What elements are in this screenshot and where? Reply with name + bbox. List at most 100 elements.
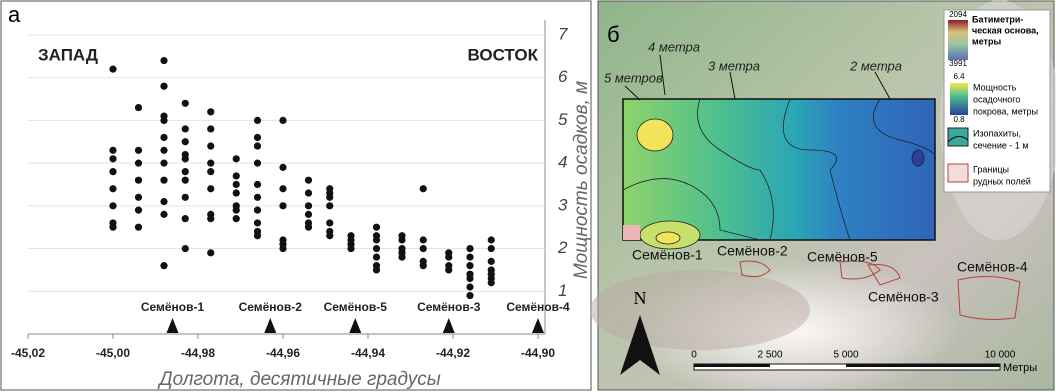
- marker-label: Семёнов-2: [239, 300, 303, 314]
- data-point: [254, 142, 261, 149]
- data-point: [279, 202, 286, 209]
- data-point: [109, 155, 116, 162]
- x-axis-title: Долгота, десятичные градусы: [157, 369, 441, 390]
- data-point: [109, 66, 116, 73]
- marker-label: Семёнов-3: [417, 300, 481, 314]
- legend-text: Границы: [973, 164, 1009, 174]
- marker-label: Семёнов-4: [506, 300, 570, 314]
- y-tick-label: 1: [558, 281, 567, 300]
- data-point: [466, 254, 473, 261]
- data-point: [373, 254, 380, 261]
- data-point: [373, 266, 380, 273]
- data-point: [207, 160, 214, 167]
- legend-value: 2094: [949, 10, 967, 19]
- data-point: [182, 138, 189, 145]
- thickness-grid: [623, 99, 935, 240]
- data-point: [466, 283, 473, 290]
- marker-label: Семёнов-5: [324, 300, 388, 314]
- data-point: [347, 245, 354, 252]
- data-point: [109, 168, 116, 175]
- field-label: Семёнов-5: [807, 249, 878, 265]
- data-point: [420, 185, 427, 192]
- north-label: N: [634, 288, 647, 308]
- legend-swatch: [948, 164, 968, 182]
- scale-tick: 0: [691, 350, 697, 361]
- data-point: [373, 224, 380, 231]
- data-point: [207, 108, 214, 115]
- panel-label: а: [8, 2, 21, 27]
- isopach-label: 3 метра: [708, 58, 760, 73]
- legend-text: Мощность: [973, 82, 1017, 92]
- data-point: [160, 134, 167, 141]
- legend-value: 0.8: [953, 115, 965, 124]
- data-point: [160, 211, 167, 218]
- data-point: [305, 202, 312, 209]
- data-point: [305, 211, 312, 218]
- data-point: [135, 104, 142, 111]
- data-point: [488, 236, 495, 243]
- data-point: [373, 236, 380, 243]
- data-point: [160, 147, 167, 154]
- isopach: [637, 119, 673, 151]
- data-point: [420, 245, 427, 252]
- data-point: [279, 245, 286, 252]
- x-tick-label: -45,02: [11, 346, 45, 360]
- data-point: [109, 147, 116, 154]
- isopach-label: 2 метра: [849, 58, 902, 73]
- legend-text: метры: [972, 36, 1001, 46]
- scale-bar: [846, 364, 1000, 367]
- data-point: [207, 142, 214, 149]
- data-point: [233, 189, 240, 196]
- data-point: [254, 194, 261, 201]
- field-label: Семёнов-4: [957, 259, 1028, 275]
- map-panel: б 4 метра 3 метра 2 метра 5 метров Семён…: [590, 0, 1056, 392]
- data-point: [373, 245, 380, 252]
- marker-label: Семёнов-1: [141, 300, 205, 314]
- scale-tick: 10 000: [985, 350, 1016, 361]
- data-point: [466, 275, 473, 282]
- field-label: Семёнов-1: [632, 247, 703, 263]
- data-point: [182, 155, 189, 162]
- scale-tick: 2 500: [757, 350, 782, 361]
- data-point: [326, 194, 333, 201]
- x-tick-label: -45,00: [96, 346, 130, 360]
- data-point: [233, 207, 240, 214]
- isopach: [656, 232, 680, 244]
- data-point: [233, 172, 240, 179]
- data-point: [207, 249, 214, 256]
- data-point: [160, 117, 167, 124]
- data-point: [182, 177, 189, 184]
- legend-text: покрова, метры: [973, 106, 1038, 116]
- data-point: [305, 224, 312, 231]
- data-point: [326, 219, 333, 226]
- isopach-label: 5 метров: [604, 70, 663, 85]
- legend-text: ческая основа,: [972, 25, 1039, 35]
- panel-label: б: [607, 22, 620, 47]
- data-point: [254, 134, 261, 141]
- data-point: [305, 189, 312, 196]
- data-point: [182, 100, 189, 107]
- isopach: [912, 150, 924, 166]
- data-point: [233, 155, 240, 162]
- east-label: ВОСТОК: [468, 45, 539, 64]
- legend-value: 3991: [949, 59, 967, 68]
- y-tick-label: 2: [557, 238, 568, 257]
- legend-text: Изопахиты,: [973, 128, 1021, 138]
- y-tick-label: 4: [558, 153, 567, 172]
- data-point: [182, 194, 189, 201]
- data-point: [326, 202, 333, 209]
- data-point: [160, 83, 167, 90]
- figure: а ЗАПАД ВОСТОК Мощность осадков, м Долго…: [0, 0, 1056, 392]
- data-point: [488, 279, 495, 286]
- data-point: [445, 254, 452, 261]
- data-point: [488, 245, 495, 252]
- y-tick-label: 6: [558, 67, 568, 86]
- west-label: ЗАПАД: [38, 45, 98, 64]
- data-point: [135, 194, 142, 201]
- y-tick-label: 7: [558, 24, 568, 43]
- data-point: [109, 202, 116, 209]
- data-point: [160, 262, 167, 269]
- data-point: [160, 198, 167, 205]
- scale-bar: [694, 364, 770, 367]
- scale-tick: 5 000: [833, 350, 858, 361]
